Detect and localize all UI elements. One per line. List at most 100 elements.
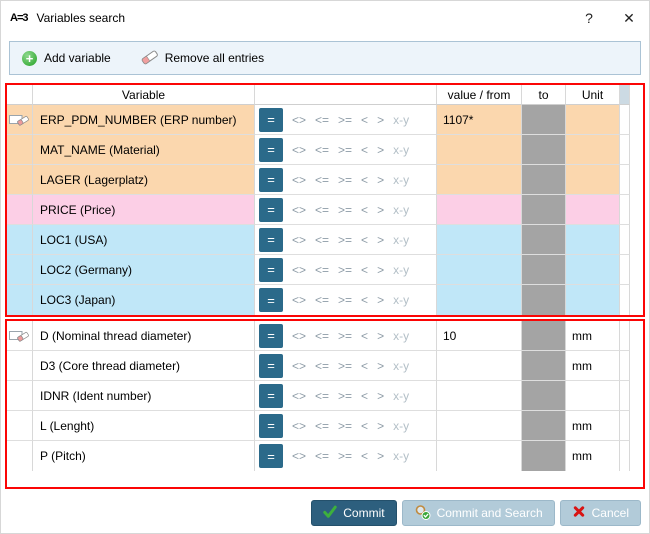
- operator-le[interactable]: <=: [315, 418, 330, 433]
- operator-gt[interactable]: >: [377, 449, 385, 463]
- unit-field[interactable]: mm: [566, 411, 620, 441]
- unit-field[interactable]: mm: [566, 321, 620, 351]
- operator-ne[interactable]: <>: [292, 202, 307, 217]
- operator-gt[interactable]: >: [377, 172, 385, 187]
- operator-gt[interactable]: >: [377, 142, 385, 157]
- unit-field[interactable]: mm: [566, 351, 620, 381]
- operator-lt[interactable]: <: [361, 328, 369, 343]
- value-from-field[interactable]: [437, 441, 522, 471]
- operator-range[interactable]: x-y: [393, 388, 410, 403]
- operator-ge[interactable]: >=: [338, 418, 353, 433]
- operator-range[interactable]: x-y: [393, 262, 410, 277]
- operator-range[interactable]: x-y: [393, 418, 410, 433]
- operator-ge[interactable]: >=: [338, 202, 353, 217]
- operator-le[interactable]: <=: [315, 112, 330, 127]
- operator-gt[interactable]: >: [377, 202, 385, 217]
- operator-ge[interactable]: >=: [338, 293, 353, 307]
- operator-ge[interactable]: >=: [338, 262, 353, 277]
- operator-gt[interactable]: >: [377, 112, 385, 127]
- operator-eq[interactable]: =: [259, 444, 283, 468]
- operator-ne[interactable]: <>: [292, 358, 307, 373]
- close-button[interactable]: ✕: [623, 9, 635, 26]
- cancel-button[interactable]: Cancel: [559, 500, 641, 526]
- unit-field[interactable]: [566, 255, 620, 285]
- operator-lt[interactable]: <: [361, 262, 369, 277]
- operator-le[interactable]: <=: [315, 262, 330, 277]
- operator-gt[interactable]: >: [377, 262, 385, 277]
- unit-field[interactable]: [566, 165, 620, 195]
- unit-field[interactable]: mm: [566, 441, 620, 471]
- operator-le[interactable]: <=: [315, 449, 330, 463]
- value-from-field[interactable]: [437, 225, 522, 255]
- operator-ne[interactable]: <>: [292, 328, 307, 343]
- unit-field[interactable]: [566, 381, 620, 411]
- operator-eq[interactable]: =: [259, 107, 283, 132]
- operator-le[interactable]: <=: [315, 172, 330, 187]
- operator-eq[interactable]: =: [259, 167, 283, 192]
- operator-le[interactable]: <=: [315, 142, 330, 157]
- commit-button[interactable]: Commit: [311, 500, 397, 526]
- operator-le[interactable]: <=: [315, 293, 330, 307]
- operator-le[interactable]: <=: [315, 232, 330, 247]
- value-from-field[interactable]: [437, 411, 522, 441]
- unit-field[interactable]: [566, 285, 620, 315]
- operator-eq[interactable]: =: [259, 413, 283, 438]
- operator-range[interactable]: x-y: [393, 449, 410, 463]
- operator-ge[interactable]: >=: [338, 232, 353, 247]
- value-from-field[interactable]: [437, 255, 522, 285]
- clear-row-eraser-icon[interactable]: [9, 113, 30, 126]
- operator-gt[interactable]: >: [377, 328, 385, 343]
- operator-lt[interactable]: <: [361, 449, 369, 463]
- operator-range[interactable]: x-y: [393, 328, 410, 343]
- operator-ne[interactable]: <>: [292, 172, 307, 187]
- commit-and-search-button[interactable]: Commit and Search: [401, 500, 555, 526]
- operator-eq[interactable]: =: [259, 323, 283, 348]
- operator-eq[interactable]: =: [259, 137, 283, 162]
- operator-range[interactable]: x-y: [393, 293, 410, 307]
- add-variable-button[interactable]: + Add variable: [22, 50, 111, 66]
- operator-eq[interactable]: =: [259, 197, 283, 222]
- operator-ne[interactable]: <>: [292, 112, 307, 127]
- operator-ge[interactable]: >=: [338, 358, 353, 373]
- unit-field[interactable]: [566, 225, 620, 255]
- operator-gt[interactable]: >: [377, 388, 385, 403]
- operator-le[interactable]: <=: [315, 358, 330, 373]
- operator-lt[interactable]: <: [361, 172, 369, 187]
- operator-le[interactable]: <=: [315, 202, 330, 217]
- value-from-field[interactable]: [437, 381, 522, 411]
- operator-gt[interactable]: >: [377, 358, 385, 373]
- unit-field[interactable]: [566, 105, 620, 135]
- operator-lt[interactable]: <: [361, 388, 369, 403]
- value-from-field[interactable]: [437, 351, 522, 381]
- operator-range[interactable]: x-y: [393, 358, 410, 373]
- operator-gt[interactable]: >: [377, 293, 385, 307]
- operator-range[interactable]: x-y: [393, 142, 410, 157]
- operator-lt[interactable]: <: [361, 202, 369, 217]
- operator-lt[interactable]: <: [361, 142, 369, 157]
- value-from-field[interactable]: 10: [437, 321, 522, 351]
- operator-lt[interactable]: <: [361, 358, 369, 373]
- operator-gt[interactable]: >: [377, 418, 385, 433]
- value-from-field[interactable]: [437, 195, 522, 225]
- operator-ge[interactable]: >=: [338, 328, 353, 343]
- operator-eq[interactable]: =: [259, 383, 283, 408]
- operator-lt[interactable]: <: [361, 293, 369, 307]
- operator-ne[interactable]: <>: [292, 293, 307, 307]
- operator-lt[interactable]: <: [361, 232, 369, 247]
- operator-gt[interactable]: >: [377, 232, 385, 247]
- operator-ne[interactable]: <>: [292, 388, 307, 403]
- value-from-field[interactable]: 1107*: [437, 105, 522, 135]
- operator-range[interactable]: x-y: [393, 172, 410, 187]
- operator-range[interactable]: x-y: [393, 232, 410, 247]
- operator-ne[interactable]: <>: [292, 418, 307, 433]
- operator-lt[interactable]: <: [361, 112, 369, 127]
- clear-row-eraser-icon[interactable]: [9, 329, 30, 342]
- operator-range[interactable]: x-y: [393, 112, 410, 127]
- operator-eq[interactable]: =: [259, 257, 283, 282]
- operator-le[interactable]: <=: [315, 388, 330, 403]
- operator-eq[interactable]: =: [259, 227, 283, 252]
- operator-ge[interactable]: >=: [338, 388, 353, 403]
- unit-field[interactable]: [566, 195, 620, 225]
- value-from-field[interactable]: [437, 135, 522, 165]
- operator-ne[interactable]: <>: [292, 142, 307, 157]
